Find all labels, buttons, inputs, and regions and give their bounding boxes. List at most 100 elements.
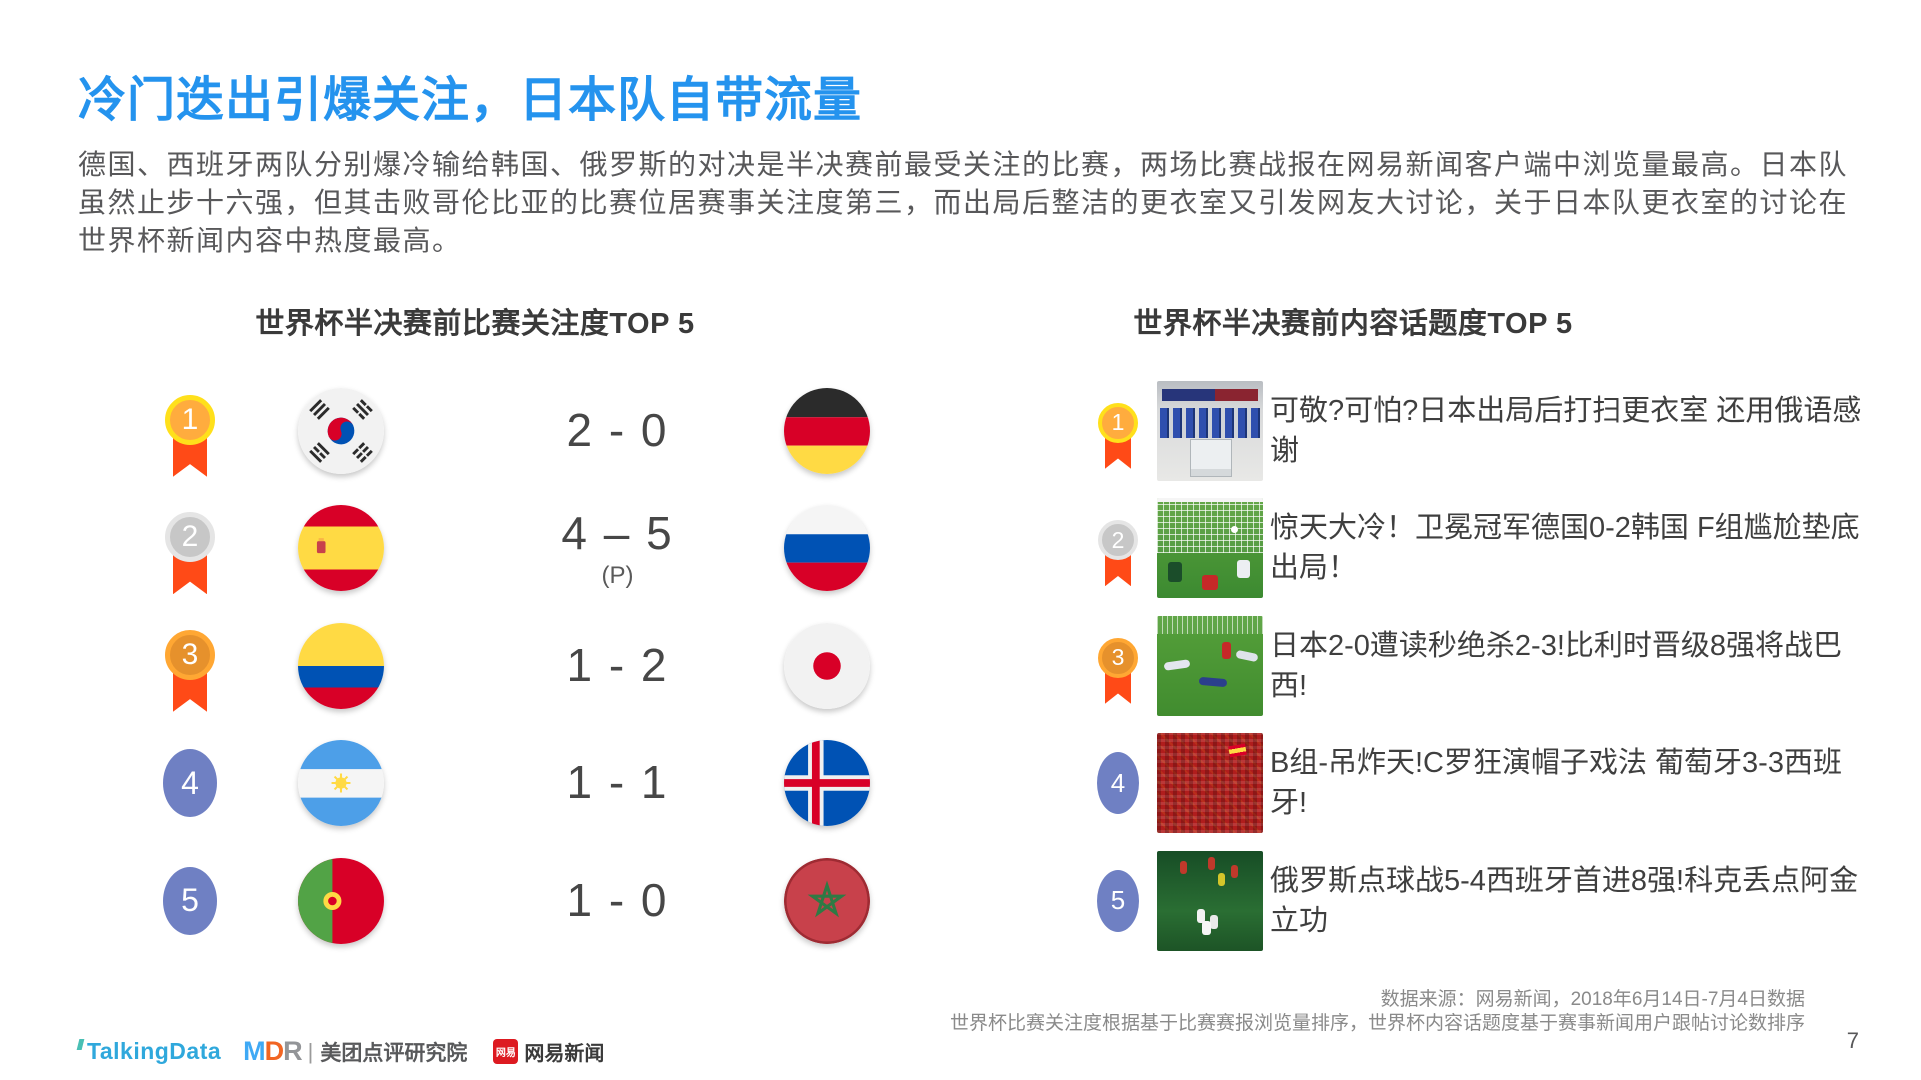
spain-flag-icon [298, 505, 384, 592]
article-headline: 日本2-0遭读秒绝杀2-3!比利时晋级8强将战巴西! [1270, 629, 1843, 702]
talkingdata-tick-icon [76, 1039, 85, 1050]
germany-flag-icon [784, 387, 870, 474]
article-row-2: 2 惊天大冷！卫冕冠军德国0-2韩国 F组尴尬垫底出局！ [1060, 490, 1900, 608]
rank-slot: 5 [158, 842, 222, 960]
thumbnail-art [1222, 641, 1232, 659]
match-score: 1 - 2 [566, 638, 669, 691]
thumbnail-art [1157, 498, 1263, 503]
netease-news-label: 网易新闻 [524, 1043, 605, 1065]
mdr-wordmark: MDR [243, 1036, 302, 1066]
match-score: 2 - 0 [566, 403, 669, 456]
article-row-1: 1 可敬?可怕?日本出局后打扫更衣室 还用俄语感谢 [1060, 372, 1900, 490]
thumbnail-art [1162, 388, 1258, 401]
rank-slot: 4 [158, 725, 222, 843]
page-number: 7 [1846, 1028, 1859, 1053]
match-attention-list: 1 [0, 372, 980, 960]
score-block: 1 - 0 [505, 873, 730, 929]
south-korea-flag-icon [298, 387, 384, 474]
article-thumbnail-players-pitch [1157, 615, 1263, 716]
silver-medal-icon: 2 [1098, 520, 1138, 588]
thumbnail-art [1218, 872, 1226, 886]
thumbnail-art [1189, 438, 1233, 477]
rank-slot: 4 [1090, 725, 1146, 843]
colombia-flag-icon [298, 622, 384, 709]
gold-medal-icon: 1 [165, 394, 215, 479]
article-row-4: 4 B组-吊炸天!C罗狂演帽子戏法 葡萄牙3-3西班牙! [1060, 725, 1900, 843]
meituan-dianping-logo: MDR | 美团点评研究院 [243, 1036, 467, 1067]
article-row-5: 5 俄罗斯点球战5-4西班牙首进8强!科克丢点阿金立功 [1060, 842, 1900, 960]
match-row-4: 4 1 - 1 [0, 725, 980, 843]
portugal-flag-icon [298, 857, 384, 944]
rank-slot: 1 [1090, 372, 1146, 490]
bronze-medal-icon: 3 [165, 629, 215, 714]
thumbnail-art [1228, 743, 1247, 758]
talkingdata-logo: TalkingData [76, 1038, 222, 1065]
article-thumbnail-goal-scene [1157, 498, 1263, 599]
article-thumbnail-celebration [1157, 850, 1263, 951]
thumbnail-art [1199, 676, 1228, 687]
bronze-medal-icon: 3 [1098, 637, 1138, 706]
rank-badge: 4 [1097, 752, 1139, 815]
gold-medal-icon: 1 [1098, 402, 1138, 471]
source-line-1: 数据来源：网易新闻，2018年6月14日-7月4日数据 [1380, 989, 1805, 1010]
thumbnail-art [1201, 575, 1218, 591]
meituan-institute-label: 美团点评研究院 [320, 1041, 468, 1065]
rank-slot: 2 [158, 490, 222, 608]
article-headline: B组-吊炸天!C罗狂演帽子戏法 葡萄牙3-3西班牙! [1270, 747, 1842, 820]
thumbnail-art [1180, 860, 1188, 874]
article-row-3: 3 日本2-0遭读秒绝杀2-3!比利时晋级8强将战巴西! [1060, 607, 1900, 725]
match-score: 4 – 5 [561, 507, 674, 560]
footer-logos: TalkingData MDR | 美团点评研究院 网易 网易新闻 [76, 1036, 605, 1067]
talkingdata-wordmark: TalkingData [87, 1038, 222, 1064]
rank-badge: 4 [163, 749, 217, 818]
article-headline: 惊天大冷！卫冕冠军德国0-2韩国 F组尴尬垫底出局！ [1270, 512, 1860, 585]
thumbnail-art [1157, 615, 1263, 634]
rank-number: 3 [165, 629, 215, 680]
thumbnail-art [1210, 914, 1218, 929]
morocco-flag-icon [784, 857, 870, 944]
thumbnail-art [1237, 560, 1251, 579]
thumbnail-art [1235, 649, 1259, 662]
match-row-1: 1 [0, 372, 980, 490]
russia-flag-icon [784, 505, 870, 592]
match-row-2: 2 4 – 5 (P) [0, 490, 980, 608]
match-score: 1 - 0 [566, 873, 669, 926]
article-thumbnail-locker-room [1157, 380, 1263, 481]
rank-slot: 3 [158, 607, 222, 725]
match-row-5: 5 1 - 0 [0, 842, 980, 960]
data-source-note: 数据来源：网易新闻，2018年6月14日-7月4日数据 世界杯比赛关注度根据基于… [950, 988, 1805, 1036]
article-thumbnail-fans-crowd [1157, 733, 1263, 834]
netease-badge-icon: 网易 [493, 1039, 519, 1064]
rank-slot: 2 [1090, 490, 1146, 608]
rank-badge: 5 [163, 866, 217, 935]
rank-number: 3 [1098, 637, 1138, 678]
rank-slot: 5 [1090, 842, 1146, 960]
left-panel-title: 世界杯半决赛前比赛关注度TOP 5 [255, 308, 695, 340]
article-headline: 俄罗斯点球战5-4西班牙首进8强!科克丢点阿金立功 [1270, 864, 1859, 937]
rank-badge: 5 [1097, 869, 1139, 932]
score-block: 2 - 0 [505, 403, 730, 459]
thumbnail-art [1207, 856, 1215, 870]
thumbnail-art [1167, 562, 1182, 583]
thumbnail-art [1201, 920, 1211, 935]
argentina-flag-icon [298, 740, 384, 827]
thumbnail-art [1163, 658, 1191, 671]
japan-flag-icon [784, 622, 870, 709]
logo-separator: | [307, 1038, 314, 1064]
iceland-flag-icon [784, 740, 870, 827]
thumbnail-art [1230, 526, 1238, 534]
source-line-2: 世界杯比赛关注度根据基于比赛赛报浏览量排序，世界杯内容话题度基于赛事新闻用户跟帖… [949, 1013, 1805, 1034]
thumbnail-art [1157, 498, 1263, 554]
right-panel-title: 世界杯半决赛前内容话题度TOP 5 [1133, 308, 1573, 340]
rank-number: 1 [1098, 402, 1138, 443]
score-block: 1 - 2 [505, 638, 730, 694]
rank-slot: 1 [158, 372, 222, 490]
page-title: 冷门迭出引爆关注，日本队自带流量 [78, 74, 863, 127]
score-note: (P) [601, 562, 634, 590]
silver-medal-icon: 2 [165, 512, 215, 596]
thumbnail-art [1160, 407, 1260, 438]
thumbnail-art [1197, 908, 1206, 923]
intro-paragraph: 德国、西班牙两队分别爆冷输给韩国、俄罗斯的对决是半决赛前最受关注的比赛，两场比赛… [78, 149, 1849, 256]
content-topic-list: 1 可敬?可怕?日本出局后打扫更衣室 还用俄语感谢 2 [1060, 372, 1900, 960]
